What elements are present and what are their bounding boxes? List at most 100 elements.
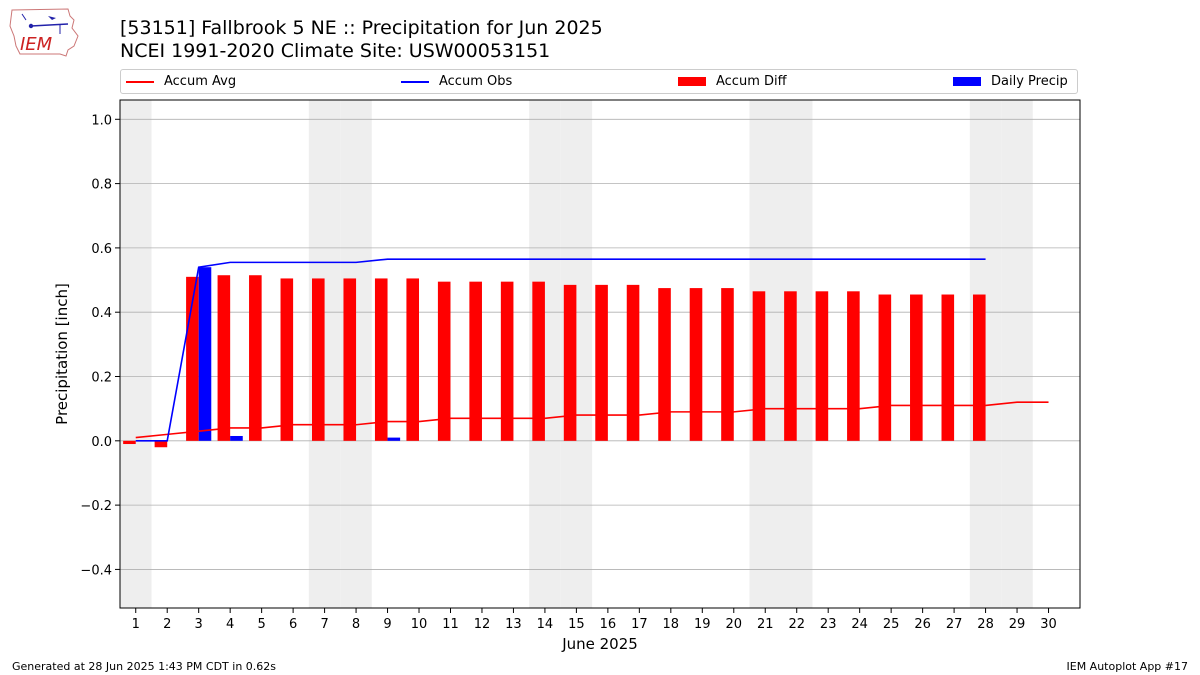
weekend-band-8 bbox=[340, 100, 372, 608]
x-tick-label: 26 bbox=[914, 617, 931, 632]
x-tick-label: 8 bbox=[352, 617, 360, 632]
logo-text: IEM bbox=[20, 34, 53, 55]
daily-precip-bar-4 bbox=[230, 435, 243, 441]
x-tick-label: 1 bbox=[132, 617, 140, 632]
y-tick-label: 0.8 bbox=[91, 178, 112, 193]
accum-diff-bar-27 bbox=[941, 294, 955, 441]
accum-diff-bar-7 bbox=[312, 278, 325, 441]
accum-diff-bar-4 bbox=[217, 275, 231, 441]
weekend-band-1 bbox=[120, 100, 152, 608]
accum-diff-bar-17 bbox=[626, 284, 640, 441]
weekend-band-14 bbox=[529, 100, 561, 608]
x-axis: 1 2 3 4 5 6 7 8 9 10 11 12 13 14 15 16 17 18 19 20 21 22 23 24 2… bbox=[132, 608, 1057, 632]
accum-diff-bar-11 bbox=[437, 281, 451, 441]
x-tick-label: 21 bbox=[757, 617, 774, 632]
y-axis-label: Precipitation [inch] bbox=[53, 283, 71, 425]
weekend-band-7 bbox=[308, 100, 341, 608]
accum-diff-bar-28 bbox=[972, 294, 986, 441]
accum-diff-bar-21 bbox=[752, 291, 766, 441]
accum-diff-bar-10 bbox=[406, 278, 420, 441]
y-tick-label: 0.2 bbox=[91, 371, 112, 386]
legend-item-accum-obs: Accum Obs bbox=[401, 74, 512, 89]
legend-label-accum-diff: Accum Diff bbox=[716, 74, 787, 89]
legend-label-accum-obs: Accum Obs bbox=[439, 74, 513, 89]
x-tick-label: 10 bbox=[411, 617, 428, 632]
weekend-band-22 bbox=[780, 100, 813, 608]
y-tick-label: 0.6 bbox=[91, 242, 112, 257]
x-tick-label: 11 bbox=[442, 617, 459, 632]
y-tick-label: −0.2 bbox=[80, 499, 112, 514]
grid-lines bbox=[120, 118, 1080, 570]
legend-item-daily-precip: Daily Precip bbox=[953, 74, 1068, 89]
accum-diff-bar-12 bbox=[469, 281, 482, 441]
x-tick-label: 30 bbox=[1040, 617, 1057, 632]
legend-item-accum-diff: Accum Diff bbox=[678, 74, 787, 89]
accum-avg-line bbox=[135, 401, 1049, 439]
x-tick-label: 29 bbox=[1009, 617, 1026, 632]
iem-logo: IEM bbox=[8, 6, 82, 60]
x-tick-label: 20 bbox=[725, 617, 742, 632]
chart-subtitle: NCEI 1991-2020 Climate Site: USW00053151 bbox=[120, 40, 551, 62]
weekend-band-28 bbox=[969, 100, 1002, 608]
x-tick-label: 14 bbox=[537, 617, 554, 632]
accum-diff-bars bbox=[123, 275, 986, 448]
weekend-bands bbox=[120, 100, 1033, 608]
x-tick-label: 2 bbox=[163, 617, 171, 632]
y-tick-label: 1.0 bbox=[91, 113, 112, 128]
accum-diff-bar-22 bbox=[784, 291, 797, 441]
daily-precip-bar-3 bbox=[198, 267, 212, 441]
x-tick-label: 4 bbox=[226, 617, 234, 632]
y-tick-label: 0.0 bbox=[91, 435, 112, 450]
plot-frame bbox=[119, 99, 1081, 609]
weekend-band-15 bbox=[560, 100, 593, 608]
x-tick-label: 19 bbox=[694, 617, 711, 632]
x-tick-label: 16 bbox=[600, 617, 617, 632]
y-tick-label: 0.4 bbox=[91, 306, 112, 321]
accum-diff-bar-13 bbox=[500, 281, 514, 441]
x-tick-label: 17 bbox=[631, 617, 648, 632]
x-tick-label: 15 bbox=[568, 617, 585, 632]
x-tick-label: 6 bbox=[289, 617, 297, 632]
x-tick-label: 27 bbox=[946, 617, 963, 632]
app-note: IEM Autoplot App #17 bbox=[1066, 660, 1189, 673]
accum-diff-bar-16 bbox=[595, 284, 608, 441]
daily-precip-bar-9 bbox=[387, 437, 401, 441]
chart-title: [53151] Fallbrook 5 NE :: Precipitation … bbox=[120, 17, 603, 39]
legend-swatch-accum-obs bbox=[401, 80, 429, 83]
chart-legend: Accum Avg Accum Obs Accum Diff Daily Pre… bbox=[120, 69, 1078, 94]
y-axis: −0.4 −0.2 0.0 0.2 0.4 0.6 0.8 1.0 bbox=[80, 113, 120, 578]
legend-item-accum-avg: Accum Avg bbox=[126, 74, 236, 89]
x-tick-label: 23 bbox=[820, 617, 837, 632]
accum-diff-bar-3 bbox=[186, 276, 199, 441]
x-tick-label: 22 bbox=[788, 617, 805, 632]
accum-diff-bar-23 bbox=[815, 291, 829, 441]
weekend-band-21 bbox=[749, 100, 781, 608]
accum-diff-bar-19 bbox=[689, 288, 703, 441]
x-tick-label: 9 bbox=[383, 617, 391, 632]
x-tick-label: 12 bbox=[474, 617, 491, 632]
weekend-band-29 bbox=[1001, 100, 1033, 608]
accum-diff-bar-8 bbox=[343, 278, 357, 441]
x-tick-label: 28 bbox=[977, 617, 994, 632]
x-tick-label: 5 bbox=[257, 617, 265, 632]
accum-diff-bar-18 bbox=[658, 288, 671, 441]
y-tick-label: −0.4 bbox=[80, 563, 112, 578]
accum-diff-bar-26 bbox=[910, 294, 923, 441]
accum-diff-bar-5 bbox=[249, 275, 262, 441]
generated-note: Generated at 28 Jun 2025 1:43 PM CDT in … bbox=[12, 660, 277, 673]
accum-diff-bar-20 bbox=[721, 288, 734, 441]
x-axis-label: June 2025 bbox=[561, 635, 638, 653]
accum-diff-bar-14 bbox=[532, 281, 545, 441]
accum-diff-bar-1 bbox=[123, 440, 136, 445]
accum-diff-bar-9 bbox=[374, 278, 388, 441]
legend-label-daily-precip: Daily Precip bbox=[991, 74, 1068, 89]
accum-diff-bar-15 bbox=[563, 284, 577, 441]
x-tick-label: 7 bbox=[320, 617, 328, 632]
legend-swatch-daily-precip bbox=[953, 77, 981, 86]
accum-diff-bar-24 bbox=[847, 291, 860, 441]
legend-swatch-accum-diff bbox=[678, 77, 706, 86]
series-lines bbox=[135, 258, 1049, 442]
legend-swatch-accum-avg bbox=[126, 80, 154, 83]
accum-diff-bar-6 bbox=[280, 278, 294, 441]
